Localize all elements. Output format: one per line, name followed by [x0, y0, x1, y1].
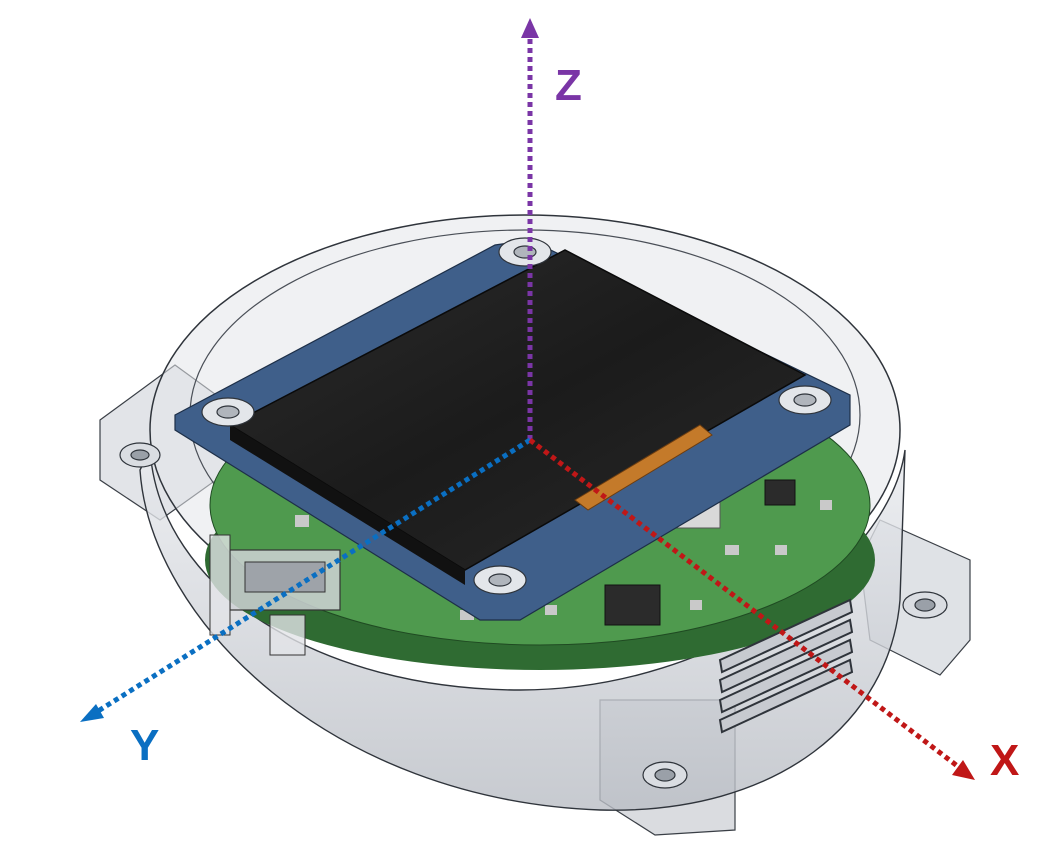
y-axis-line: [93, 437, 532, 716]
smd-6: [295, 515, 309, 527]
screw-bosses: [119, 442, 948, 789]
z-axis-label: Z: [555, 61, 582, 110]
smd-5: [460, 610, 474, 620]
y-axis-arrowhead: [80, 704, 104, 722]
display-screen-edge: [230, 425, 465, 585]
chip-1: [604, 584, 661, 626]
smd-2: [690, 600, 702, 610]
usb-connector: [209, 534, 341, 656]
flex-cable: [574, 424, 713, 511]
x-axis-label: X: [990, 736, 1019, 785]
z-axis-arrowhead: [521, 18, 539, 38]
chip-2: [764, 479, 796, 506]
coordinate-axes: Z Y X: [80, 18, 1019, 785]
smd-8: [725, 545, 739, 555]
display-mounting-holes: [201, 237, 832, 595]
smd-1: [545, 605, 557, 615]
case-body: [139, 447, 906, 811]
smd-3: [820, 500, 832, 510]
smd-4: [775, 545, 787, 555]
display-module: [174, 237, 851, 621]
x-axis-line: [528, 438, 962, 770]
y-axis-label: Y: [130, 721, 159, 770]
x-axis-arrowhead: [952, 760, 975, 780]
